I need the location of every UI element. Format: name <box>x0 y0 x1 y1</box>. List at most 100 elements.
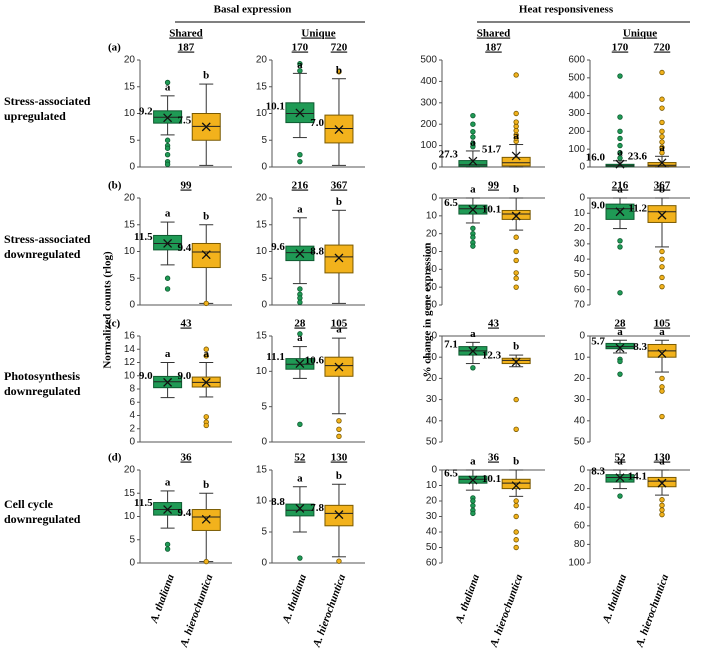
outlier <box>470 502 476 509</box>
y-tick-label: 200 <box>420 119 437 130</box>
outlier <box>336 418 342 424</box>
y-tick-label: 0 <box>261 300 267 311</box>
outlier <box>617 155 623 161</box>
significance-letter: a <box>470 136 476 148</box>
outlier <box>203 300 209 307</box>
significance-letter: a <box>659 456 665 468</box>
outlier <box>203 346 209 352</box>
x-tick-label: A. thaliana <box>453 572 482 625</box>
y-tick-label: 20 <box>574 483 586 494</box>
count-label: 170 <box>612 42 629 54</box>
row-label: Photosynthesis downregulated <box>4 369 81 398</box>
y-tick-label: 60 <box>574 520 586 531</box>
y-tick-label: 50 <box>426 542 438 553</box>
y-tick-label: 500 <box>568 72 585 83</box>
x-tick-label: A. thaliana <box>600 572 629 625</box>
y-tick-label: 5 <box>129 273 135 284</box>
y-tick-label: 0 <box>261 558 267 569</box>
x-tick-label: A. hierochuntica <box>488 572 526 649</box>
significance-letter: a <box>165 476 171 488</box>
mean-label: 8.8 <box>310 245 324 257</box>
count-label: 52 <box>294 452 306 464</box>
mean-label: 27.3 <box>439 149 459 161</box>
count-label: 170 <box>292 42 309 54</box>
count-label: 367 <box>331 180 348 192</box>
outlier <box>297 151 303 158</box>
panel-letter: (c) <box>108 318 121 330</box>
mean-marker <box>468 346 478 356</box>
count-label: 105 <box>654 318 671 330</box>
box <box>324 244 354 274</box>
x-tick-label: A. hierochuntica <box>310 572 348 649</box>
outlier <box>513 248 519 255</box>
outlier <box>513 270 519 276</box>
outlier <box>617 114 623 120</box>
mean-label: 9.2 <box>139 105 153 117</box>
outlier <box>470 225 476 232</box>
count-label: 28 <box>615 318 627 330</box>
outlier <box>617 371 623 377</box>
outlier <box>659 507 665 513</box>
group-label: Unique <box>301 28 335 40</box>
significance-letter: a <box>165 81 171 93</box>
outlier <box>659 283 665 290</box>
outlier <box>659 119 665 126</box>
y-tick-label: 4 <box>129 410 135 421</box>
outlier <box>336 558 342 564</box>
mean-label: 23.6 <box>628 150 648 162</box>
significance-letter: a <box>297 203 303 215</box>
y-tick-label: 60 <box>426 300 438 311</box>
outlier <box>203 558 209 565</box>
count-label: 216 <box>292 180 309 192</box>
outlier <box>297 61 303 67</box>
significance-letter: a <box>470 456 476 468</box>
mean-label: 8.3 <box>591 465 605 477</box>
y-tick-label: 0 <box>579 465 585 476</box>
outlier <box>470 134 476 140</box>
mean-marker <box>201 122 211 132</box>
y-tick-label: 400 <box>420 76 437 87</box>
y-tick-label: 40 <box>426 264 438 275</box>
x-tick-label: A. thaliana <box>280 572 309 625</box>
y-tick-label: 0 <box>431 465 437 476</box>
outlier <box>617 238 623 244</box>
box <box>501 156 531 167</box>
significance-letter: a <box>470 184 476 196</box>
count-label: 36 <box>181 452 193 464</box>
y-tick-label: 8 <box>129 384 135 395</box>
y-tick-label: 20 <box>124 55 136 66</box>
y-tick-label: 500 <box>420 55 437 66</box>
significance-letter: b <box>513 184 519 196</box>
box <box>501 209 531 220</box>
y-tick-label: 60 <box>574 284 586 295</box>
y-tick-label: 10 <box>426 480 438 491</box>
outlier <box>659 69 665 76</box>
y-tick-label: 0 <box>431 162 437 173</box>
mean-marker <box>511 151 521 161</box>
y-tick-label: 20 <box>426 373 438 384</box>
count-label: 28 <box>294 318 306 330</box>
outlier <box>617 150 623 156</box>
mean-label: 8.3 <box>633 341 647 353</box>
significance-letter: a <box>617 456 623 468</box>
outlier <box>164 161 171 168</box>
outlier <box>164 286 171 292</box>
count-label: 130 <box>331 452 348 464</box>
mean-label: 11.5 <box>134 497 153 509</box>
outlier <box>513 502 519 509</box>
count-label: 187 <box>485 42 502 54</box>
y-tick-label: 15 <box>124 81 136 92</box>
y-tick-label: 15 <box>124 219 136 230</box>
significance-letter: a <box>203 348 209 360</box>
y-tick-label: 100 <box>420 140 437 151</box>
panel-letter: (a) <box>108 42 121 54</box>
outlier <box>659 139 665 145</box>
outlier <box>659 128 665 135</box>
mean-label: 6.5 <box>444 197 458 209</box>
outlier <box>513 257 519 264</box>
mean-label: 9.4 <box>177 242 191 254</box>
y-axis-title: % change in gene expression <box>422 243 434 378</box>
outlier <box>470 243 476 249</box>
mean-marker <box>468 475 478 485</box>
